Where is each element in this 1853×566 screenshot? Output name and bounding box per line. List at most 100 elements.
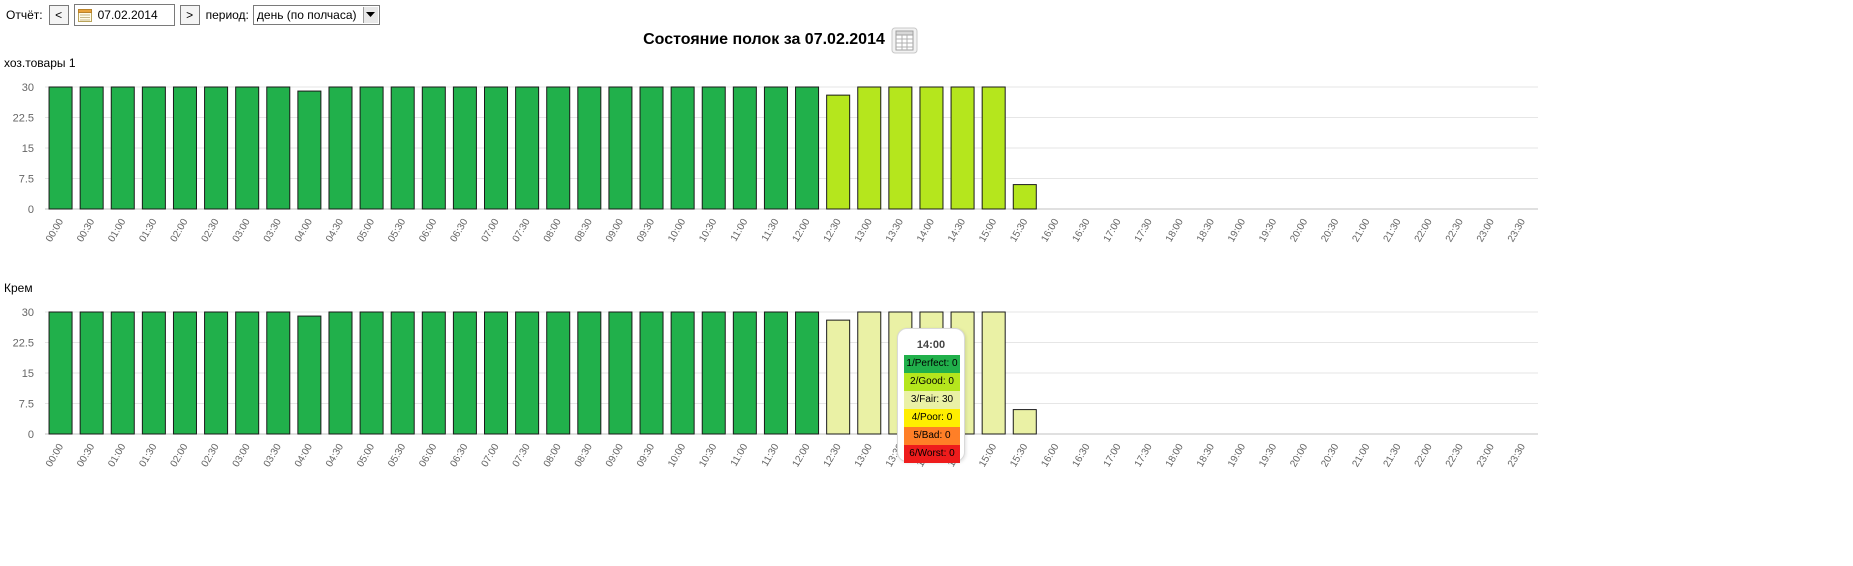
- x-tick-label: 01:00: [106, 442, 128, 470]
- bar: [204, 311, 229, 435]
- x-tick-label: 19:00: [1226, 442, 1248, 470]
- date-picker[interactable]: 07.02.2014: [73, 4, 175, 26]
- x-tick-label: 11:00: [729, 217, 751, 244]
- y-tick-label: 30: [22, 82, 34, 94]
- bar: [235, 311, 260, 435]
- bar: [701, 311, 726, 435]
- x-tick-label: 08:00: [542, 217, 564, 245]
- x-tick-label: 05:00: [355, 217, 377, 245]
- bar: [795, 311, 820, 435]
- x-tick-label: 02:00: [169, 217, 191, 245]
- bar: [266, 311, 291, 435]
- x-tick-label: 00:00: [44, 217, 66, 245]
- bar: [608, 86, 633, 210]
- x-tick-label: 05:00: [355, 442, 377, 470]
- chart-tooltip: 14:00 1/Perfect: 0 2/Good: 0 3/Fair: 30 4/P…: [897, 328, 965, 463]
- y-tick-label: 15: [22, 143, 34, 155]
- x-tick-label: 12:00: [791, 217, 813, 245]
- chart-household-goods: хоз.товары 1 0 7.5 15 22.5 30 00:00 00:30 01:00…: [0, 52, 1550, 252]
- bar: [515, 86, 540, 210]
- x-tick-label: 07:30: [511, 442, 533, 470]
- bar: [141, 86, 166, 210]
- x-tick-label: 17:00: [1102, 217, 1124, 245]
- x-tick-label: 03:00: [231, 442, 253, 470]
- x-tick-label: 09:00: [604, 217, 626, 245]
- bar: [639, 311, 664, 435]
- x-tick-label: 04:00: [293, 217, 315, 245]
- x-tick-label: 06:00: [417, 442, 439, 470]
- bar: [328, 311, 353, 435]
- bar: [763, 86, 788, 210]
- y-tick-label: 7.5: [19, 399, 34, 411]
- bar: [546, 86, 571, 210]
- y-tick-label: 22.5: [13, 338, 34, 350]
- bar: [857, 311, 882, 435]
- x-tick-label: 23:30: [1506, 442, 1528, 470]
- bar: [48, 86, 73, 210]
- bar: [141, 311, 166, 435]
- bar: [919, 86, 944, 210]
- bar: [546, 311, 571, 435]
- x-tick-label: 09:30: [635, 217, 657, 245]
- bar: [950, 86, 975, 210]
- x-tick-label: 06:00: [417, 217, 439, 245]
- x-tick-label: 21:00: [1350, 442, 1372, 470]
- x-tick-label: 15:30: [1008, 442, 1030, 470]
- next-day-button[interactable]: >: [179, 5, 200, 25]
- tooltip-row: 4/Poor: 0: [904, 409, 960, 427]
- bar: [110, 86, 135, 210]
- x-tick-label: 19:00: [1226, 217, 1248, 245]
- bar: [297, 90, 322, 210]
- tooltip-row: 5/Bad: 0: [904, 427, 960, 445]
- chevron-down-icon[interactable]: [362, 7, 378, 23]
- bar: [857, 86, 882, 210]
- x-tick-label: 15:30: [1008, 217, 1030, 245]
- calendar-icon[interactable]: [77, 8, 92, 22]
- bar: [484, 86, 509, 210]
- table-icon[interactable]: [891, 27, 918, 54]
- x-tick-label: 18:00: [1164, 442, 1186, 470]
- x-tick-label: 06:30: [448, 217, 470, 245]
- x-tick-label: 09:00: [604, 442, 626, 470]
- x-tick-label: 14:30: [946, 217, 968, 245]
- bar: [981, 311, 1006, 435]
- x-tick-label: 01:30: [137, 442, 159, 470]
- x-tick-label: 00:30: [75, 442, 97, 470]
- bar: [48, 311, 73, 435]
- bar: [110, 311, 135, 435]
- x-tick-label: 07:30: [511, 217, 533, 245]
- x-tick-label: 22:00: [1413, 217, 1435, 245]
- bar: [826, 94, 851, 210]
- x-tick-label: 08:30: [573, 217, 595, 245]
- bar: [701, 86, 726, 210]
- x-tick-label: 16:00: [1039, 217, 1061, 245]
- x-tick-label: 08:00: [542, 442, 564, 470]
- bar: [577, 86, 602, 210]
- report-label: Отчёт:: [6, 8, 43, 22]
- x-tick-label: 11:30: [760, 442, 782, 469]
- x-tick-label: 02:30: [200, 442, 222, 470]
- y-tick-label: 22.5: [13, 113, 34, 125]
- previous-day-button[interactable]: <: [48, 5, 69, 25]
- bar: [297, 315, 322, 435]
- bar: [670, 311, 695, 435]
- bar: [608, 311, 633, 435]
- bar: [732, 86, 757, 210]
- y-tick-label: 0: [28, 429, 34, 441]
- x-tick-label: 01:30: [137, 217, 159, 245]
- x-tick-label: 21:30: [1382, 217, 1404, 245]
- x-tick-label: 04:00: [293, 442, 315, 470]
- x-tick-label: 11:30: [760, 217, 782, 244]
- x-tick-label: 23:30: [1506, 217, 1528, 245]
- bar: [204, 86, 229, 210]
- x-tick-label: 22:30: [1444, 442, 1466, 470]
- x-tick-label: 10:30: [697, 217, 719, 245]
- bar: [763, 311, 788, 435]
- period-select[interactable]: день (по полчаса): [252, 5, 380, 25]
- bar: [266, 86, 291, 210]
- x-tick-label: 03:30: [262, 442, 284, 470]
- bar: [172, 311, 197, 435]
- tooltip-row: 2/Good: 0: [904, 373, 960, 391]
- bar: [577, 311, 602, 435]
- x-tick-label: 11:00: [729, 442, 751, 469]
